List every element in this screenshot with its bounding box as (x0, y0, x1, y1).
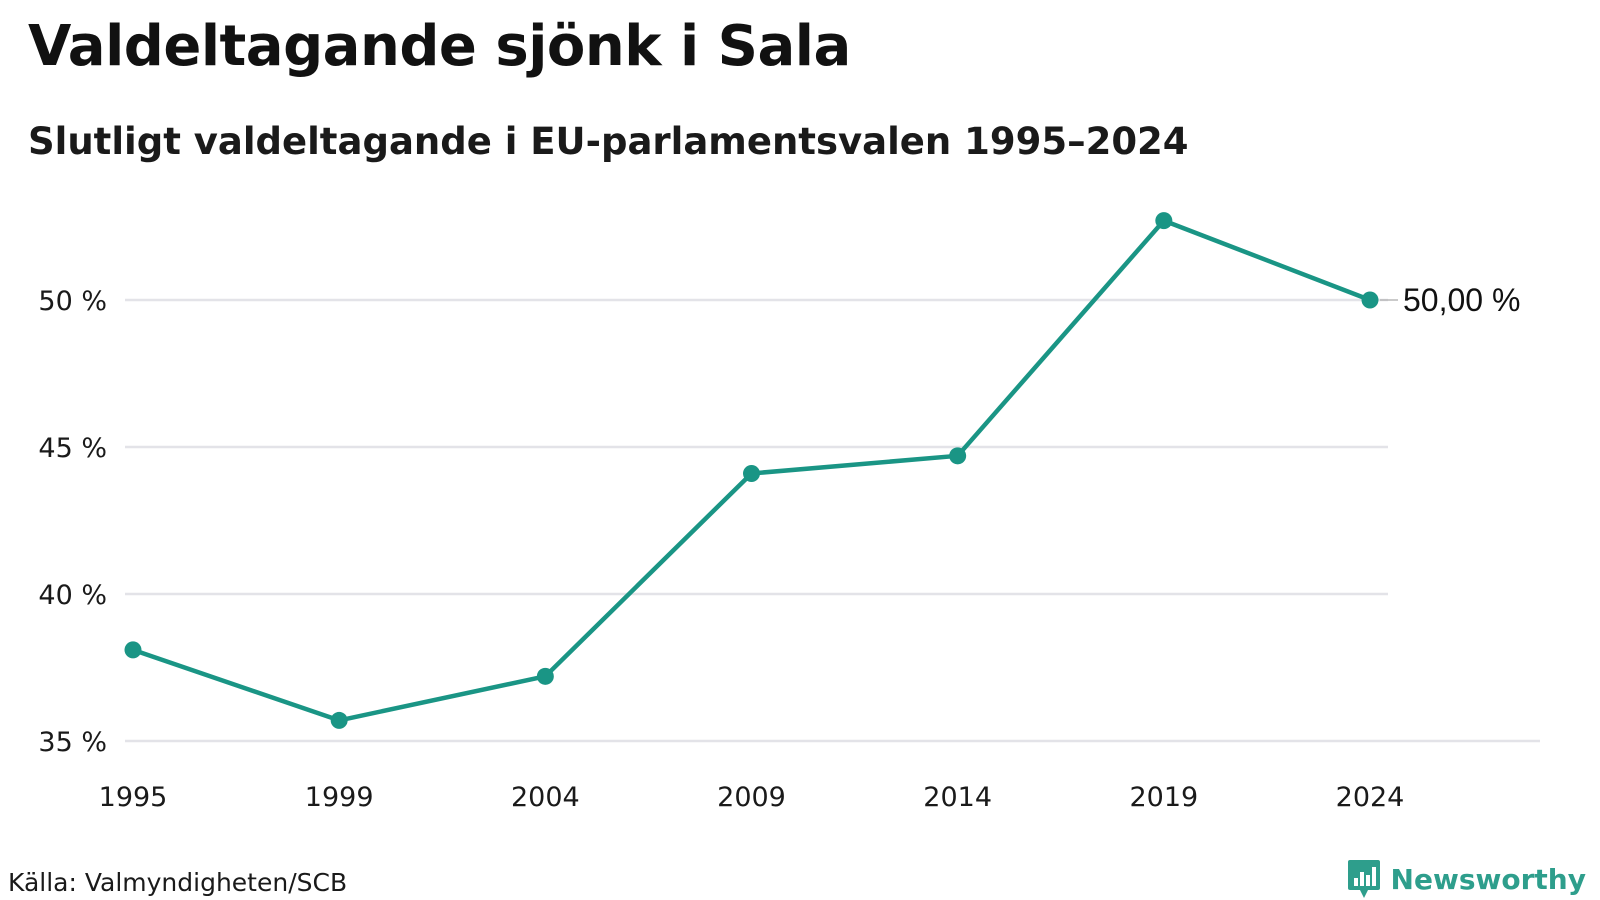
x-axis-ticks: 1995 1999 2004 2009 2014 2019 2024 (99, 782, 1405, 813)
x-tick-label: 1999 (305, 782, 374, 813)
data-point (1361, 291, 1379, 309)
chart-subtitle: Slutligt valdeltagande i EU-parlamentsva… (28, 120, 1189, 163)
series-layer (124, 212, 1379, 729)
y-tick-label: 40 % (38, 580, 107, 611)
x-tick-label: 2004 (511, 782, 580, 813)
data-point (949, 447, 967, 465)
data-point (743, 464, 760, 482)
chart-title: Valdeltagande sjönk i Sala (28, 14, 851, 79)
data-point (124, 641, 142, 659)
brand-name: Newsworthy (1390, 862, 1586, 896)
data-point (330, 711, 348, 729)
y-tick-label: 35 % (38, 727, 107, 758)
data-point (1155, 212, 1173, 230)
data-point (536, 667, 554, 685)
end-value-label: 50,00 % (1403, 282, 1520, 318)
source-note: Källa: Valmyndigheten/SCB (8, 868, 348, 897)
x-tick-label: 2009 (717, 782, 786, 813)
bar-chart-icon (1347, 860, 1380, 898)
y-axis-ticks: 35 % 40 % 45 % 50 % (38, 286, 107, 758)
y-tick-label: 50 % (38, 286, 107, 317)
line-chart: 35 % 40 % 45 % 50 % 1995 1999 2004 2009 2014 201… (38, 212, 1540, 813)
y-tick-label: 45 % (38, 433, 107, 464)
end-label-layer: 50,00 % (1380, 282, 1520, 318)
brand-logo: Newsworthy (1347, 858, 1586, 900)
x-tick-label: 2024 (1336, 782, 1405, 813)
grid-lines (125, 298, 1540, 743)
x-tick-label: 2014 (923, 782, 992, 813)
x-tick-label: 2019 (1129, 782, 1198, 813)
x-tick-label: 1995 (99, 782, 168, 813)
